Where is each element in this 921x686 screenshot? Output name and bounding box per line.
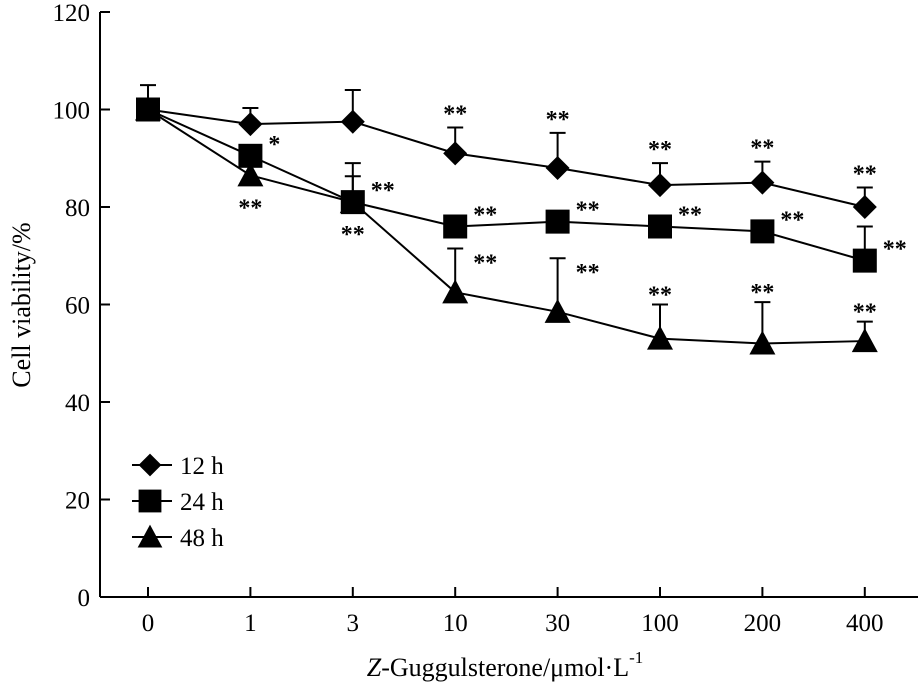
y-tick-label: 120 — [53, 0, 91, 27]
data-point-square — [852, 248, 877, 273]
x-tick-label: 30 — [545, 610, 570, 637]
series-line — [147, 108, 865, 345]
significance-label: ** — [678, 203, 702, 229]
legend-label: 48 h — [180, 525, 224, 552]
significance-label: ** — [750, 136, 774, 162]
data-point-triangle — [442, 279, 469, 304]
x-axis-title-sup: -1 — [629, 648, 643, 667]
x-axis-title-text: -Guggulsterone/μmol·L — [381, 653, 629, 682]
significance-label: ** — [648, 137, 672, 163]
x-tick-label: 100 — [641, 610, 679, 637]
legend-marker-triangle — [137, 524, 163, 548]
legend-marker-square — [138, 489, 162, 513]
x-axis-title: Z-Guggulsterone/μmol·L-1 — [367, 648, 644, 682]
data-point-square — [443, 214, 468, 239]
significance-label: * — [268, 132, 280, 158]
data-point-triangle — [237, 162, 264, 187]
x-tick-label: 400 — [846, 610, 884, 637]
series-line — [147, 108, 866, 208]
y-tick-label: 80 — [65, 195, 90, 222]
legend-label: 24 h — [180, 489, 224, 516]
data-point-triangle — [749, 330, 776, 355]
significance-label: ** — [576, 260, 600, 286]
data-point-triangle — [339, 189, 366, 214]
significance-label: ** — [443, 102, 467, 128]
data-point-square — [648, 214, 672, 239]
y-tick-label: 0 — [78, 585, 91, 612]
data-point-diamond — [648, 173, 672, 198]
data-point-diamond — [340, 109, 365, 134]
data-point-diamond — [852, 195, 877, 219]
data-point-triangle — [135, 96, 161, 121]
y-tick-label: 40 — [65, 390, 90, 417]
data-point-triangle — [544, 298, 571, 323]
significance-label: ** — [750, 280, 774, 306]
data-point-triangle — [851, 328, 878, 353]
series-markers — [135, 96, 878, 355]
significance-label: ** — [238, 195, 262, 221]
legend: 12 h 24 h 48 h — [132, 453, 224, 552]
significance-label: ** — [546, 107, 570, 133]
significance-label: ** — [883, 237, 907, 263]
y-axis-title: Cell viability/% — [7, 222, 36, 387]
significance-label: ** — [780, 207, 804, 233]
y-tick-label: 20 — [65, 488, 90, 515]
data-point-diamond — [443, 141, 468, 166]
significance-label: ** — [853, 300, 877, 326]
significance-label: ** — [473, 203, 497, 229]
x-tick-label: 10 — [443, 610, 468, 637]
y-tick-label: 60 — [65, 293, 90, 320]
series-line — [147, 108, 866, 262]
data-point-triangle — [647, 325, 673, 350]
x-tick-label: 200 — [744, 610, 782, 637]
significance-label: ** — [853, 162, 877, 188]
data-point-diamond — [238, 112, 263, 137]
data-point-square — [750, 219, 775, 244]
data-point-square — [545, 209, 570, 234]
significance-label: ** — [576, 198, 600, 224]
legend-marker-diamond — [138, 453, 162, 477]
x-tick-label: 3 — [347, 610, 360, 637]
y-tick-label: 100 — [53, 98, 91, 125]
axes: 0 20 40 60 80 100 120 0 1 3 10 30 100 200 400 — [53, 0, 918, 637]
legend-label: 12 h — [180, 453, 224, 480]
series-lines — [147, 108, 866, 345]
significance-label: ** — [371, 178, 395, 204]
significance-label: ** — [473, 250, 497, 276]
significance-label: ** — [341, 222, 365, 248]
data-point-diamond — [545, 156, 570, 180]
x-axis-title-italic: Z — [367, 653, 382, 682]
x-tick-label: 1 — [244, 610, 257, 637]
significance-label: ** — [648, 283, 672, 309]
x-tick-label: 0 — [142, 610, 155, 637]
significance-marks: ** **** ********* ** ** ********** **** **** — [238, 102, 906, 326]
data-point-diamond — [750, 170, 775, 195]
